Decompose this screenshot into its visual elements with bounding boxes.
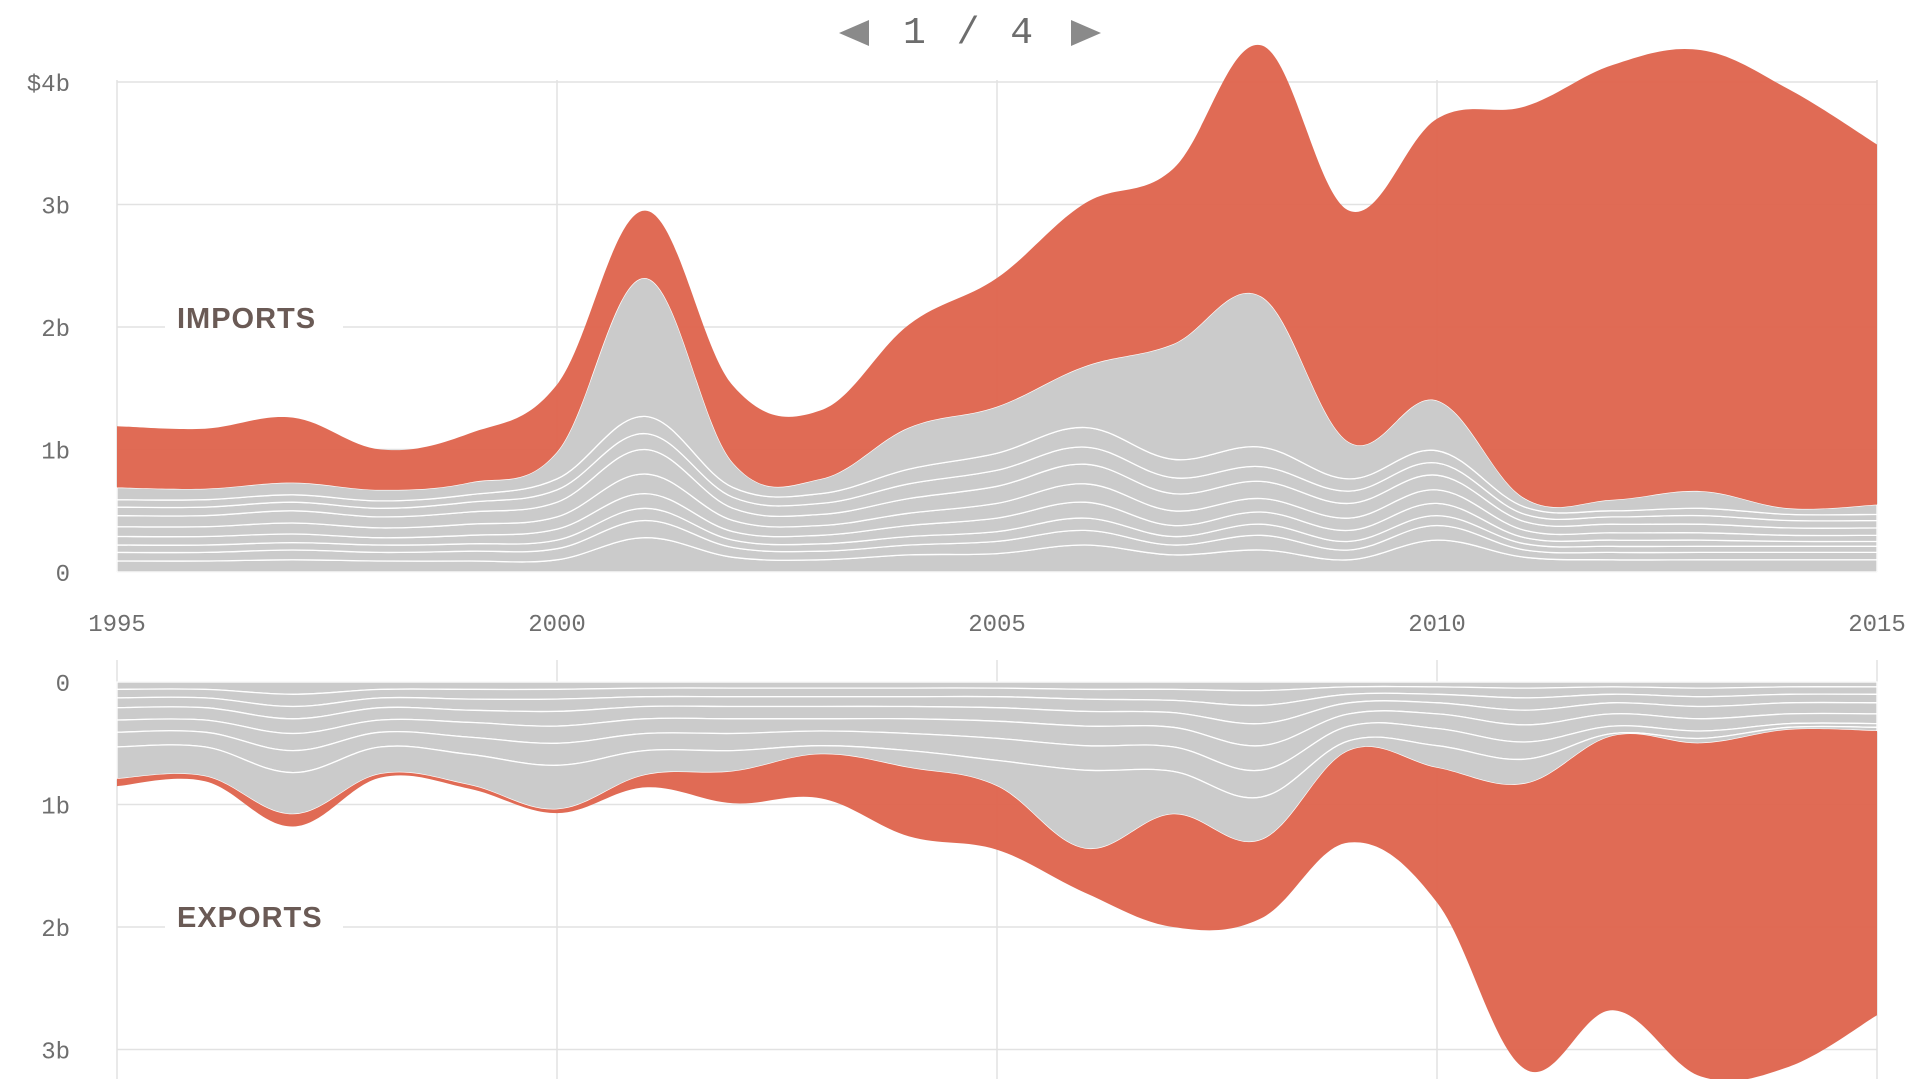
panel-exports: 0 1b 2b 3b EXPORTS <box>41 660 1878 1079</box>
series-area-highlight[interactable] <box>117 729 1877 1079</box>
x-tick-label: 1995 <box>88 612 146 639</box>
x-tick-label: 2015 <box>1848 612 1906 639</box>
y-tick-label: 3b <box>41 1040 70 1067</box>
y-tick-label: 0 <box>56 562 70 589</box>
pager-label: 1 / 4 <box>902 11 1038 55</box>
x-tick-label: 2010 <box>1408 612 1466 639</box>
y-tick-label: 1b <box>41 795 70 822</box>
y-tick-label: 1b <box>41 440 70 467</box>
x-tick-label: 2005 <box>968 612 1026 639</box>
pager: 1 / 4 <box>820 8 1120 58</box>
panel-label: IMPORTS <box>177 303 316 335</box>
series-area-highlight[interactable] <box>117 44 1877 509</box>
panel-label-backdrop <box>165 300 343 340</box>
panel-label: EXPORTS <box>177 902 323 934</box>
panel-label-backdrop <box>165 899 343 939</box>
y-tick-label: 2b <box>41 317 70 344</box>
panel-imports: $4b 3b 2b 1b 0 1995 2000 2005 2010 2015 IMPORTS <box>27 44 1906 639</box>
y-tick-label: 0 <box>56 672 70 699</box>
y-tick-label: 2b <box>41 917 70 944</box>
x-tick-label: 2000 <box>528 612 586 639</box>
triangle-left-icon[interactable] <box>838 20 869 46</box>
y-tick-label: 3b <box>41 195 70 222</box>
y-tick-label: $4b <box>27 72 70 99</box>
triangle-right-icon[interactable] <box>1071 20 1102 46</box>
series-area[interactable] <box>116 725 1878 850</box>
